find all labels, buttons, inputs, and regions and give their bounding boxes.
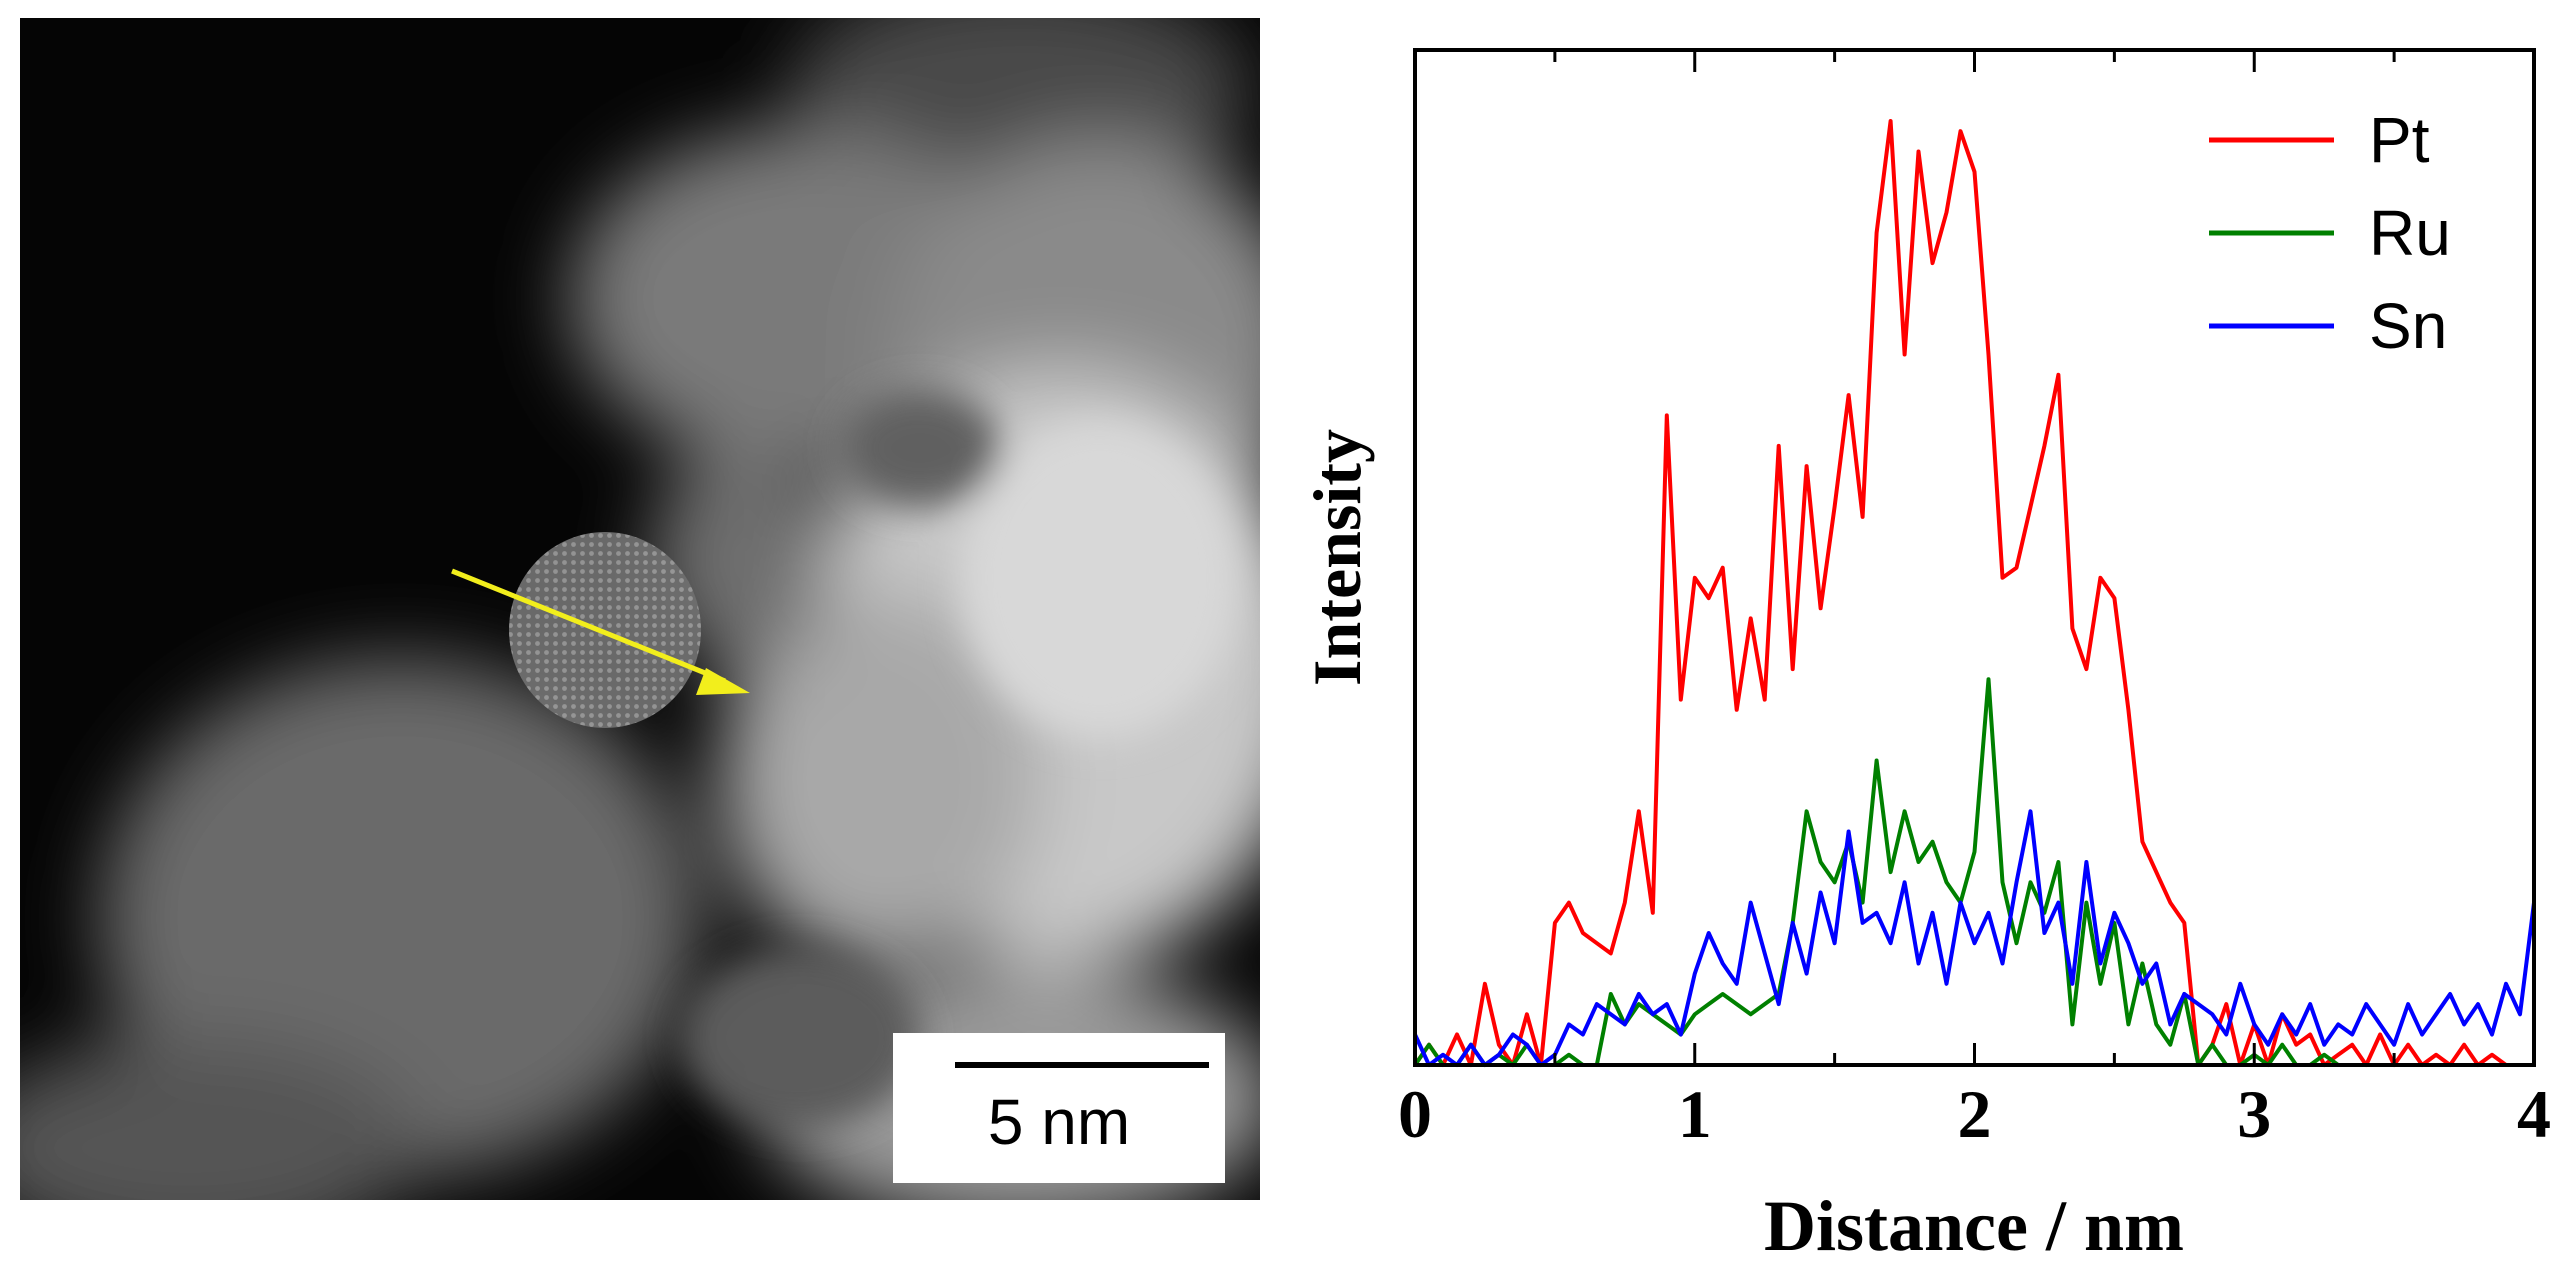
x-axis-label: Distance / nm xyxy=(1764,1186,2184,1266)
x-tick-label: 2 xyxy=(1958,1076,1992,1152)
scale-bar: 5 nm xyxy=(893,1033,1225,1183)
x-tick-label: 0 xyxy=(1398,1076,1432,1152)
ticks-layer: 0 1 2 3 4 xyxy=(1398,50,2551,1152)
stem-micrograph: 5 nm xyxy=(20,18,1260,1200)
series-line-sn xyxy=(1413,809,2536,1067)
legend-label-sn: Sn xyxy=(2369,290,2447,362)
plot-frame xyxy=(1413,48,2536,1067)
legend: Pt Ru Sn xyxy=(2209,104,2451,362)
legend-label-ru: Ru xyxy=(2369,197,2451,269)
x-tick-label: 4 xyxy=(2517,1076,2551,1152)
series-layer xyxy=(1413,119,2536,1067)
x-tick-label: 3 xyxy=(2237,1076,2271,1152)
legend-label-pt: Pt xyxy=(2369,104,2430,176)
series-line-pt xyxy=(1413,119,2534,1067)
scale-bar-line xyxy=(955,1062,1209,1068)
micrograph-image xyxy=(20,18,1260,1200)
arrow-icon xyxy=(451,568,750,695)
y-axis-label: Intensity xyxy=(1299,429,1375,686)
scale-bar-label: 5 nm xyxy=(987,1086,1131,1158)
chart-svg: 0 1 2 3 4 Pt Ru Sn Distance / nm Intensity xyxy=(1299,48,2551,1266)
x-tick-label: 1 xyxy=(1678,1076,1712,1152)
line-profile-chart: 0 1 2 3 4 Pt Ru Sn Distance / nm Intensity xyxy=(1260,0,2568,1268)
